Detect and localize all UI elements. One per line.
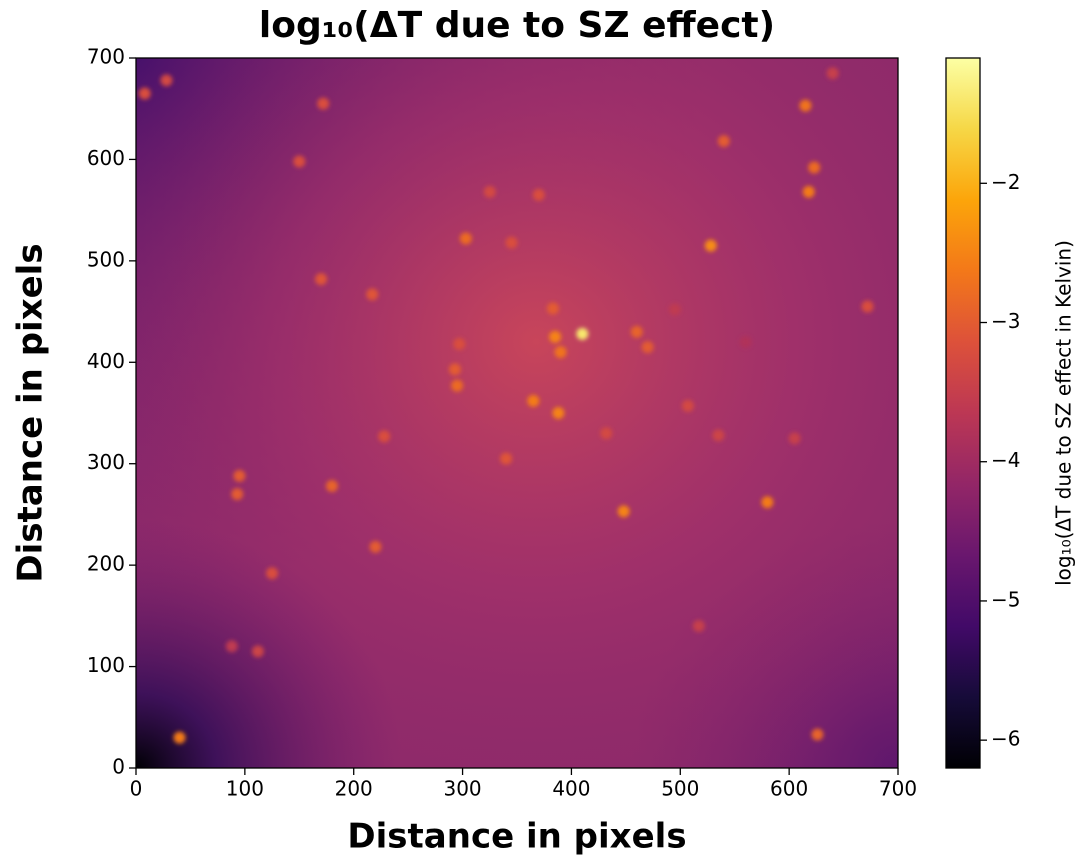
source-spot [225,640,238,653]
source-spot [546,302,559,315]
source-spot [861,300,874,313]
source-spot [160,74,173,87]
y-tick-label: 200 [87,552,125,576]
source-spot [808,161,821,174]
source-spot [576,327,589,340]
source-spot [554,346,567,359]
x-tick-label: 700 [879,777,917,801]
source-spot [739,336,752,348]
source-spot [448,363,461,376]
source-spot [692,620,705,632]
source-spot [251,645,264,658]
y-tick-label: 600 [87,146,125,170]
y-tick-label: 700 [87,45,125,69]
source-spot [505,236,518,249]
colorbar-label: log₁₀(ΔT due to SZ effect in Kelvin) [1052,240,1076,586]
background-shade [136,58,898,768]
source-spot [138,87,151,100]
sources [138,67,874,744]
source-spot [641,341,654,354]
y-tick-label: 500 [87,247,125,271]
source-spot [532,188,545,201]
source-spot [378,430,391,443]
y-tick-label: 0 [112,755,125,779]
source-spot [600,427,613,440]
colorbar [945,57,981,769]
colorbar-tick-label: −5 [991,587,1020,611]
source-spot [630,325,643,338]
source-spot [668,303,681,316]
source-spot [453,338,466,351]
source-spot [266,567,279,580]
x-tick-label: 600 [770,777,808,801]
y-axis-label: Distance in pixels [11,243,51,582]
x-tick-label: 100 [226,777,264,801]
chart-title: log₁₀(ΔT due to SZ effect) [259,5,775,46]
heatmap-image [136,58,898,768]
source-spot [761,496,774,509]
source-spot [826,67,839,80]
colorbar-tick-label: −2 [991,170,1020,194]
source-spot [704,239,717,252]
source-spot [717,135,730,148]
source-spot [293,155,306,168]
source-spot [500,452,513,465]
source-spot [527,394,540,407]
source-spot [317,97,330,110]
source-spot [552,407,565,419]
source-spot [681,399,694,412]
source-spot [315,273,328,286]
plot-frame [135,57,899,769]
source-spot [451,379,464,392]
colorbar-tick-label: −6 [991,727,1020,751]
x-tick-label: 500 [661,777,699,801]
source-spot [712,429,725,442]
source-spot [802,185,815,198]
source-spot [549,330,562,343]
colorbar-tick-label: −3 [991,309,1020,333]
x-axis-label: Distance in pixels [347,817,686,857]
x-tick-label: 200 [335,777,373,801]
y-tick-label: 300 [87,450,125,474]
source-spot [617,505,630,518]
source-spot [483,185,496,198]
source-spot [459,232,472,245]
source-spot [173,731,186,744]
source-spot [325,480,338,493]
source-spot [231,488,244,501]
x-tick-label: 400 [552,777,590,801]
colorbar-tick-label: −4 [991,448,1020,472]
source-spot [369,540,382,553]
y-tick-label: 400 [87,349,125,373]
y-tick-label: 100 [87,653,125,677]
source-spot [366,288,379,301]
x-tick-label: 0 [130,777,143,801]
x-tick-label: 300 [443,777,481,801]
source-spot [233,469,246,482]
source-spot [788,432,801,445]
source-spot [799,99,812,112]
source-spot [811,728,824,741]
